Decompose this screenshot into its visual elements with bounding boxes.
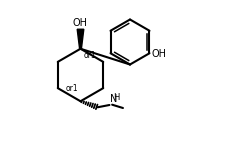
Text: or1: or1	[66, 84, 78, 93]
Text: OH: OH	[151, 49, 166, 59]
Text: H: H	[112, 93, 119, 102]
Text: or1: or1	[83, 51, 96, 60]
Text: N: N	[110, 94, 117, 104]
Polygon shape	[77, 29, 83, 49]
Text: OH: OH	[73, 18, 88, 28]
